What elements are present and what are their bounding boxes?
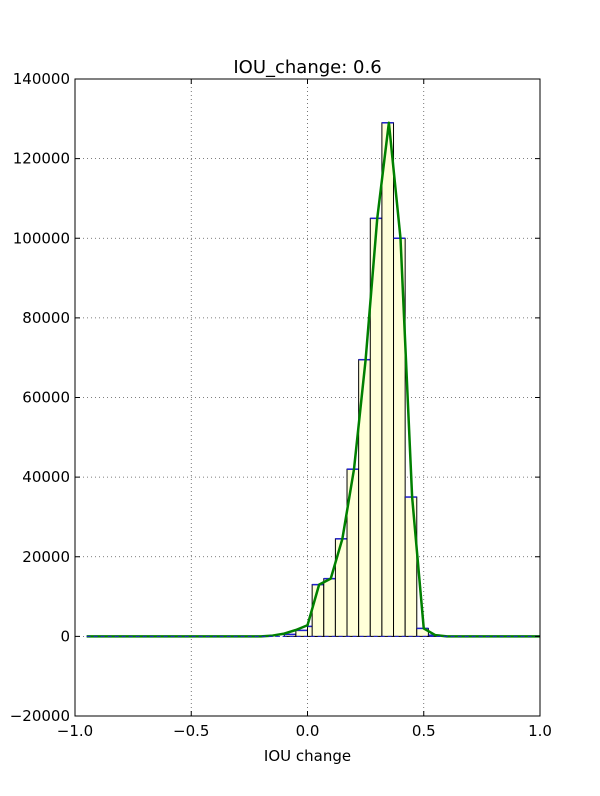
x-tick-label: −0.5 <box>173 722 209 740</box>
histogram-bar <box>323 578 336 637</box>
chart-title: IOU_change: 0.6 <box>233 57 381 78</box>
y-tick-label: 80000 <box>22 309 70 327</box>
y-tick-label: −20000 <box>10 707 70 725</box>
x-tick-label: 0.5 <box>412 722 436 740</box>
histogram-bar <box>381 122 395 637</box>
y-tick-label: 120000 <box>13 150 70 168</box>
x-tick-label: −1.0 <box>57 722 93 740</box>
y-tick-label: 20000 <box>22 548 70 566</box>
axis-ticks: −1.0 −0.5 0.0 0.5 1.0 −20000 0 20000 40000 60000 8… <box>10 70 552 740</box>
x-tick-label: 1.0 <box>528 722 552 740</box>
y-tick-label: 0 <box>60 627 70 645</box>
histogram-bars <box>283 122 441 637</box>
y-tick-label: 140000 <box>13 70 70 88</box>
y-tick-label: 60000 <box>22 389 70 407</box>
y-tick-label: 100000 <box>13 229 70 247</box>
x-axis-label: IOU change <box>264 747 351 765</box>
density-line <box>86 121 540 638</box>
x-tick-label: 0.0 <box>296 722 320 740</box>
y-tick-label: 40000 <box>22 468 70 486</box>
histogram-bar <box>295 629 308 637</box>
